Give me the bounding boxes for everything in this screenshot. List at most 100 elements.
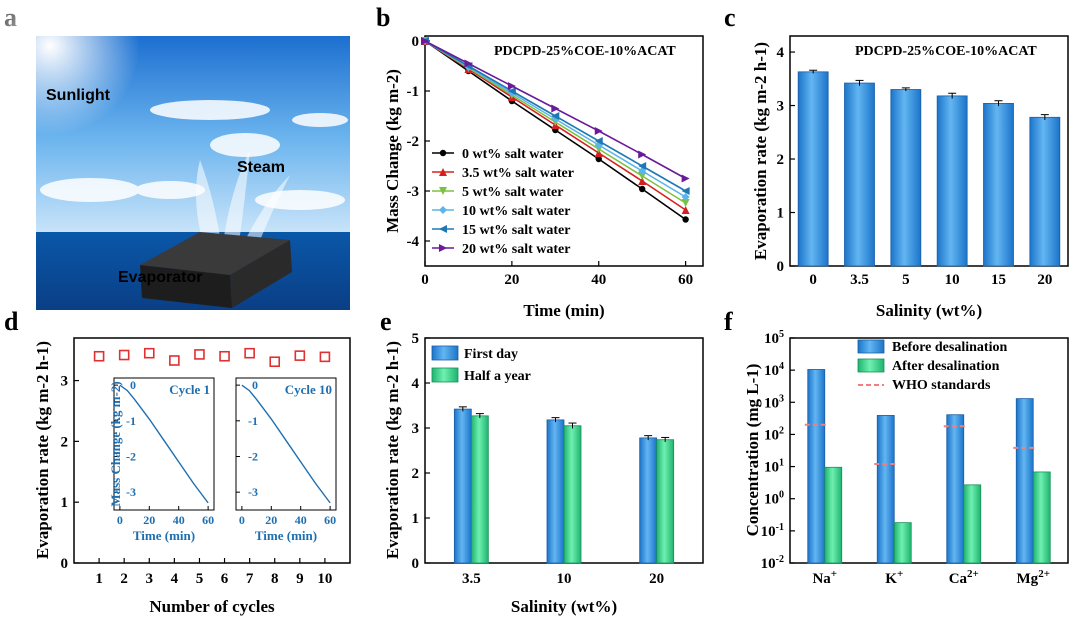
panel-c-ytick-label: 0 [777,259,785,275]
panel-c-ytick-label: 2 [777,152,785,168]
panel-e-chart: Salinity (wt%) Evaporation rate (kg m-2 … [383,331,704,616]
panel-e-xtick-label: 3.5 [462,571,481,587]
panel-f-bar [824,466,843,564]
panel-b-point [681,193,690,201]
panel-f-ytick-label: 102 [764,425,784,443]
panel-c-xtick-label: 10 [945,272,960,288]
panel-f-chart: Concentration (mg L-1) 10-2 10-1 100 101 102… [743,329,1069,587]
panel-d-inset-ytick-label: -1 [126,414,136,428]
panel-c-title: PDCPD-25%COE-10%ACAT [855,44,1037,59]
panel-f-ytick-label: 10-2 [761,554,784,572]
panel-e-ytick-label: 0 [412,556,420,572]
panel-d-inset-xlabel: Time (min) [255,528,317,543]
panel-b-legend-marker [439,168,447,176]
panel-b-xtick-label: 40 [591,272,606,288]
panel-d-point [93,350,105,362]
panel-letter-b: b [376,3,390,32]
panel-d-xtick-label: 2 [120,571,128,587]
panel-b-ytick-label: -2 [407,134,420,150]
panel-f-ytick-label: 103 [764,393,784,411]
panel-d-inset-xtick-label: 20 [265,513,277,527]
panel-d-inset-ytick-label: -2 [126,449,136,463]
panel-d-inset-xlabel: Time (min) [133,528,195,543]
panel-c-xtick-label: 0 [809,272,817,288]
panel-letter-e: e [380,307,392,336]
panel-d-xtick-label: 9 [296,571,304,587]
panel-d-point [244,347,255,359]
panel-d-inset-ytick-label: -1 [248,414,258,428]
panel-b-point [507,87,516,95]
panel-e-bar [656,439,675,564]
panel-b-legend-label: 0 wt% salt water [462,147,563,162]
panel-b-point [594,127,603,135]
panel-e-ytick-label: 5 [412,331,420,347]
panel-b-legend-marker [439,225,447,233]
panel-letter-d: d [4,307,19,336]
panel-e-legend-swatch [431,367,459,383]
panel-c-bar [983,102,1014,267]
panel-d-point [319,351,331,363]
panel-b-point [421,37,429,45]
panel-b-title: PDCPD-25%COE-10%ACAT [494,44,676,59]
panel-f-xtick-label: K+ [885,568,903,587]
panel-c-bar [936,95,968,267]
panel-f-bar [963,484,982,564]
panel-b-ylabel: Mass Change (kg m-2) [383,69,402,233]
panel-d-ytick-label: 1 [61,495,69,511]
panel-b-frame [424,35,704,267]
panel-d-inset-title: Cycle 10 [285,382,332,397]
panel-f-ytick-label: 100 [764,490,784,508]
panel-d-point [294,350,306,361]
panel-e-xlabel: Salinity (wt%) [511,597,617,616]
panel-f-ytick-label: 101 [764,458,784,476]
panel-b-xtick-label: 20 [504,272,519,288]
panel-f-ytick-label: 105 [764,329,784,347]
panel-e-ytick-label: 3 [412,421,420,437]
panel-d-xlabel: Number of cycles [149,597,275,616]
panel-f-legend-label: After desalination [892,359,1000,374]
panel-d-inset-title: Cycle 1 [169,382,210,397]
panel-b-point [594,137,603,145]
sunlight-label: Sunlight [46,87,111,104]
panel-b-legend-label: 3.5 wt% salt water [462,166,574,181]
panel-d-point [269,356,281,368]
panel-d-inset-xtick-label: 0 [117,513,123,527]
panel-b-point [682,216,689,223]
panel-e-xtick-label: 20 [649,571,664,587]
panel-f-legend-label: Before desalination [892,340,1007,355]
panel-d-inset-ytick-label: -2 [248,449,258,463]
panel-d-ytick-label: 0 [61,556,69,572]
panel-f-bar [876,415,895,564]
panel-d-xtick-label: 8 [271,571,279,587]
sun-glow [0,0,140,136]
panel-b-point [681,174,690,183]
panel-d-inset-ytick-label: -3 [248,485,258,499]
panel-c-xtick-label: 20 [1037,272,1052,288]
panel-e-bar [453,408,472,564]
panel-letter-c: c [724,3,736,32]
panel-d-frame [73,337,351,564]
panel-b-legend-label: 15 wt% salt water [462,223,570,238]
panel-f-legend-label: WHO standards [892,378,991,393]
panel-c-chart: PDCPD-25%COE-10%ACAT Salinity (wt%) Evap… [751,35,1069,320]
panel-b-point [638,150,647,159]
panel-c-frame [789,35,1069,267]
panel-f-ytick-label: 10-1 [761,522,784,540]
panel-b-point [595,155,602,163]
panel-b-legend-label: 5 wt% salt water [462,185,563,200]
panel-b-point [681,187,690,195]
panel-d-inset-xtick-label: 60 [202,513,214,527]
panel-b-chart: PDCPD-25%COE-10%ACAT Time (min) Mass Cha… [383,34,704,320]
panel-e-bar [470,415,489,564]
panel-c-bar [797,71,829,267]
panel-f-legend-swatch [857,339,885,354]
panel-b-legend-label: 20 wt% salt water [462,242,570,257]
panel-d-chart: Number of cycles Evaporation rate (kg m-… [33,337,351,616]
panel-b-xtick-label: 0 [421,272,429,288]
panel-b-point [638,185,646,193]
panel-d-point [169,355,180,366]
panel-c-bar [844,82,875,267]
panel-f-legend-swatch [857,358,885,373]
panel-d-xtick-label: 10 [317,571,332,587]
